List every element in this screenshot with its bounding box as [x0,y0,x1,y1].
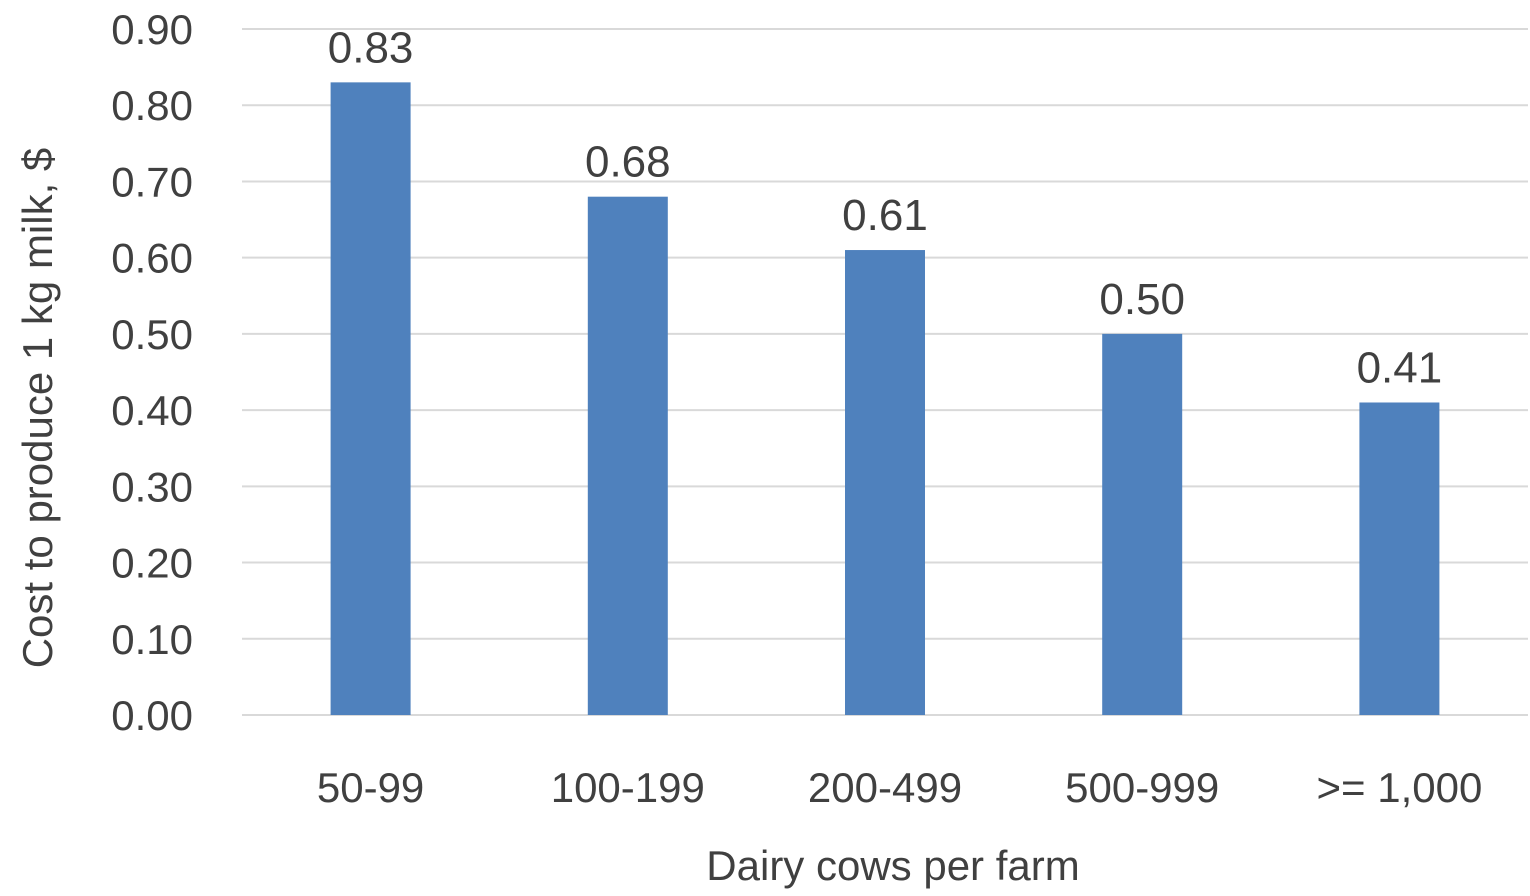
y-tick-label: 0.30 [111,463,193,510]
y-tick-label: 0.00 [111,692,193,739]
x-tick-label: 100-199 [551,764,705,811]
y-axis-title: Cost to produce 1 kg milk, $ [14,148,61,669]
bar [1102,333,1183,715]
y-tick-label: 0.80 [111,82,193,129]
y-tick-label: 0.60 [111,235,193,282]
y-axis-ticks: 0.00 0.10 0.20 0.30 0.40 0.50 0.60 0.70 0.80 0.90 [111,6,193,739]
y-tick-label: 0.40 [111,387,193,434]
bars [330,82,1440,716]
bar-data-label: 0.83 [328,23,414,72]
bar-data-label: 0.50 [1099,275,1185,324]
y-tick-label: 0.20 [111,540,193,587]
bar-data-label: 0.61 [842,191,928,240]
y-tick-label: 0.10 [111,616,193,663]
bar [1359,402,1440,715]
x-tick-label: 200-499 [808,764,962,811]
y-tick-label: 0.50 [111,311,193,358]
y-tick-label: 0.70 [111,158,193,205]
x-tick-label: 50-99 [317,764,424,811]
x-tick-label: >= 1,000 [1316,764,1482,811]
bar-data-label: 0.68 [585,138,671,187]
x-axis-title: Dairy cows per farm [706,842,1079,889]
bar [845,250,925,716]
bar [587,196,668,715]
bar-data-label: 0.41 [1357,343,1443,392]
bar [330,82,411,716]
x-axis-ticks: 50-99 100-199 200-499 500-999 >= 1,000 [317,764,1482,811]
x-tick-label: 500-999 [1065,764,1219,811]
y-tick-label: 0.90 [111,6,193,53]
data-labels: 0.83 0.68 0.61 0.50 0.41 [328,23,1442,392]
